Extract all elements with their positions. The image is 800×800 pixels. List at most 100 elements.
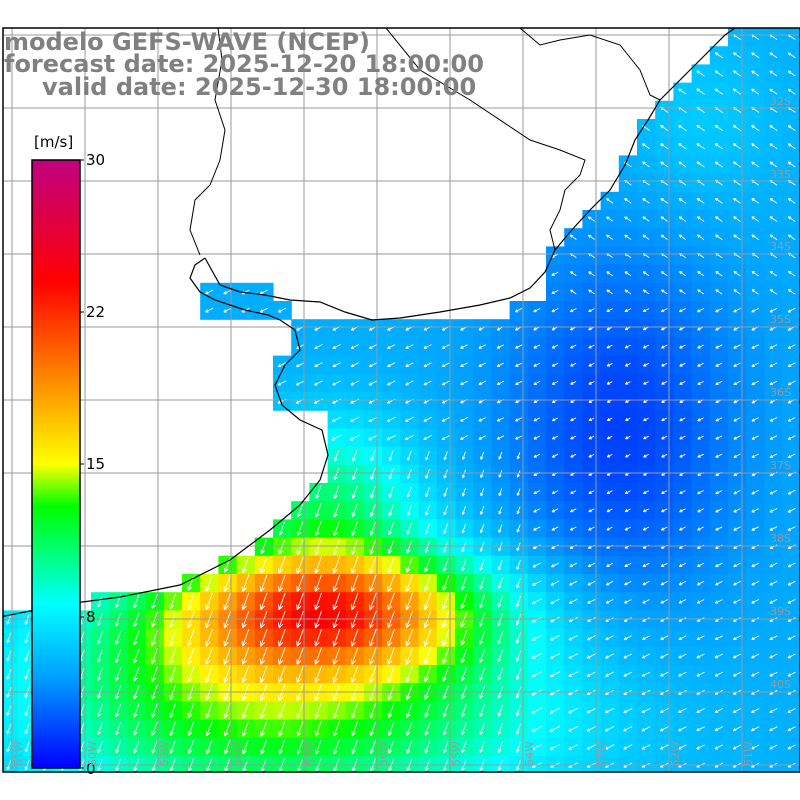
wind-arrow bbox=[678, 671, 687, 677]
wind-arrow bbox=[643, 453, 649, 458]
lon-label: 52W bbox=[669, 741, 682, 766]
wind-arrow bbox=[769, 125, 778, 131]
wind-arrow bbox=[387, 647, 395, 665]
lat-label: 40S bbox=[770, 678, 791, 691]
wind-arrow bbox=[769, 362, 778, 367]
wind-arrow bbox=[314, 574, 323, 592]
wind-arrow bbox=[187, 592, 195, 610]
wind-arrow bbox=[661, 435, 668, 440]
wind-arrow bbox=[169, 721, 176, 737]
wind-arrow bbox=[751, 125, 760, 132]
wind-arrow bbox=[715, 435, 723, 440]
wind-arrow bbox=[715, 216, 723, 222]
wind-arrow bbox=[442, 558, 449, 572]
wind-arrow bbox=[606, 362, 613, 367]
wind-speed-cell bbox=[673, 756, 693, 772]
wind-arrow bbox=[405, 629, 414, 647]
wind-arrow bbox=[333, 503, 340, 518]
wind-arrow bbox=[769, 598, 778, 604]
wind-arrow bbox=[570, 362, 577, 367]
wind-arrow bbox=[368, 434, 379, 441]
wind-arrow bbox=[333, 467, 340, 481]
lat-label: 39S bbox=[770, 605, 791, 618]
wind-arrow bbox=[387, 592, 395, 611]
lon-label: 61W bbox=[12, 741, 25, 766]
wind-arrow bbox=[387, 539, 395, 555]
wind-arrow bbox=[479, 576, 485, 590]
wind-arrow bbox=[696, 671, 705, 677]
wind-arrow bbox=[332, 538, 341, 556]
wind-arrow bbox=[461, 523, 467, 534]
wind-arrow bbox=[605, 671, 615, 677]
wind-arrow bbox=[205, 739, 213, 755]
wind-arrow bbox=[441, 344, 450, 349]
wind-arrow bbox=[751, 417, 759, 422]
wind-arrow bbox=[259, 574, 268, 592]
wind-arrow bbox=[570, 381, 577, 385]
wind-arrow bbox=[642, 344, 650, 349]
wind-arrow bbox=[696, 708, 705, 713]
wind-arrow bbox=[696, 88, 705, 95]
wind-arrow bbox=[787, 635, 796, 641]
wind-arrow bbox=[497, 559, 503, 571]
wind-arrow bbox=[696, 653, 705, 659]
wind-arrow bbox=[205, 629, 213, 647]
wind-arrow bbox=[441, 362, 450, 368]
wind-arrow bbox=[314, 721, 322, 737]
wind-arrow bbox=[423, 574, 432, 592]
wind-arrow bbox=[551, 344, 559, 349]
wind-speed-cell bbox=[600, 756, 620, 772]
wind-arrow bbox=[769, 344, 778, 349]
wind-arrow bbox=[660, 308, 668, 313]
wind-arrow bbox=[624, 362, 631, 367]
wind-arrow bbox=[624, 198, 632, 204]
wind-arrow bbox=[588, 308, 595, 313]
wind-arrow bbox=[787, 708, 796, 713]
wind-arrow bbox=[480, 451, 485, 460]
wind-arrow bbox=[751, 744, 760, 750]
wind-arrow bbox=[715, 271, 723, 277]
wind-arrow bbox=[314, 344, 323, 349]
valid-date: valid date: 2025-12-30 18:00:00 bbox=[42, 73, 477, 101]
wind-arrow bbox=[351, 702, 359, 719]
wind-arrow bbox=[697, 344, 705, 349]
wind-arrow bbox=[223, 574, 232, 592]
wind-arrow bbox=[586, 725, 597, 732]
wind-arrow bbox=[642, 198, 650, 204]
wind-arrow bbox=[241, 702, 250, 719]
wind-arrow bbox=[515, 417, 523, 422]
wind-arrow bbox=[296, 647, 304, 665]
wind-arrow bbox=[533, 307, 541, 313]
wind-arrow bbox=[460, 630, 468, 646]
wind-arrow bbox=[787, 270, 796, 277]
wind-arrow bbox=[498, 488, 503, 497]
wind-arrow bbox=[314, 665, 323, 683]
wind-arrow bbox=[714, 161, 723, 168]
wind-arrow bbox=[569, 526, 577, 531]
wind-arrow bbox=[751, 198, 760, 204]
wind-arrow bbox=[551, 381, 559, 385]
wind-arrow bbox=[570, 453, 577, 458]
wind-speed-cell bbox=[691, 756, 711, 772]
wind-arrow bbox=[678, 308, 686, 313]
wind-arrow bbox=[205, 592, 213, 611]
wind-arrow bbox=[733, 52, 742, 59]
wind-speed-cell bbox=[782, 756, 800, 772]
wind-arrow bbox=[315, 503, 322, 518]
wind-speed-cell bbox=[782, 210, 800, 229]
wind-arrow bbox=[714, 708, 724, 713]
wind-arrow bbox=[387, 721, 395, 736]
wind-speed-cell bbox=[764, 756, 784, 772]
wind-arrow bbox=[388, 504, 394, 517]
wind-arrow bbox=[660, 198, 669, 204]
wind-arrow bbox=[732, 653, 742, 659]
wind-arrow bbox=[6, 632, 12, 644]
wind-speed-cell bbox=[564, 756, 583, 772]
wind-arrow bbox=[314, 556, 323, 574]
wind-arrow bbox=[660, 580, 668, 586]
wind-arrow bbox=[606, 216, 614, 222]
wind-arrow bbox=[479, 524, 485, 534]
wind-arrow bbox=[259, 647, 268, 665]
wind-arrow bbox=[570, 289, 577, 295]
wind-arrow bbox=[515, 723, 522, 735]
